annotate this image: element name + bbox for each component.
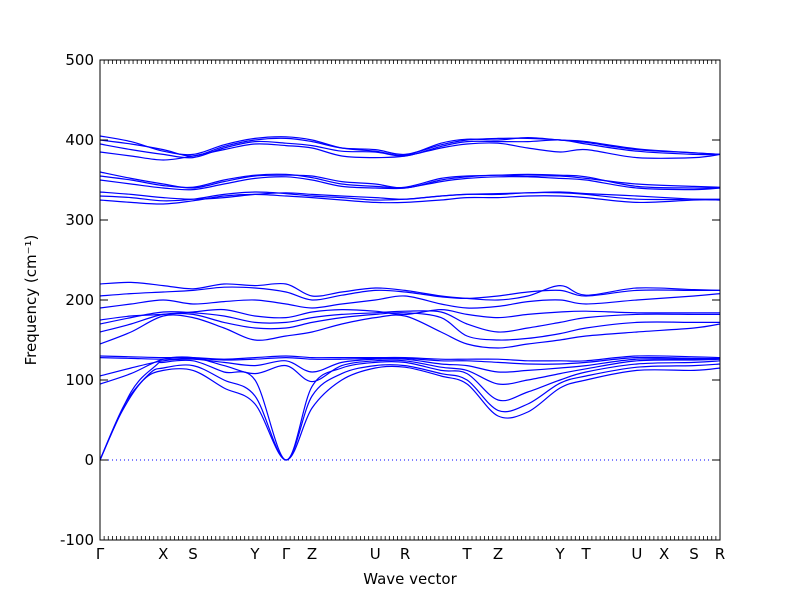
x-axis-title: Wave vector	[363, 570, 457, 588]
series-line-14	[99, 281, 721, 301]
plot-frame	[99, 59, 721, 541]
series-line-24	[99, 135, 721, 157]
x-tick-label: Y	[249, 545, 260, 563]
x-tick-label: T	[580, 545, 591, 563]
series-layer	[99, 135, 721, 461]
y-tick-label: 500	[65, 51, 94, 69]
series-line-13	[99, 286, 720, 301]
x-tick-label: R	[400, 545, 410, 563]
plot-background	[100, 60, 720, 540]
series-line-3	[99, 359, 721, 461]
series-line-10	[99, 310, 720, 333]
x-tick-label: Γ	[282, 545, 291, 563]
y-tick-label: 400	[65, 131, 94, 149]
x-tick-marks	[99, 60, 721, 540]
series-line-1	[99, 365, 721, 461]
x-tick-label: X	[158, 545, 168, 563]
y-ticks: -100 0 100 200 300 400 500	[60, 51, 720, 549]
series-line-12	[99, 293, 721, 309]
x-tick-label: Z	[307, 545, 317, 563]
x-tick-label: R	[715, 545, 725, 563]
x-tick-label: U	[370, 545, 381, 563]
y-tick-label: -100	[60, 531, 94, 549]
x-tick-label: Z	[493, 545, 503, 563]
x-tick-label: S	[188, 545, 198, 563]
x-tick-label: U	[631, 545, 642, 563]
series-line-7	[99, 355, 721, 362]
series-line-8	[99, 314, 721, 349]
series-line-2	[99, 363, 721, 461]
x-tick-label: Γ	[96, 545, 105, 563]
series-line-20	[99, 171, 721, 189]
y-tick-label: 300	[65, 211, 94, 229]
y-tick-label: 100	[65, 371, 94, 389]
y-axis-title: Frequency (cm⁻¹)	[22, 235, 40, 366]
series-line-11	[99, 308, 720, 321]
x-tick-label: X	[659, 545, 669, 563]
x-tick-label: S	[689, 545, 699, 563]
series-line-18	[99, 175, 721, 191]
series-line-19	[99, 173, 721, 189]
y-tick-label: 0	[84, 451, 94, 469]
y-tick-label: 200	[65, 291, 94, 309]
series-line-15	[99, 193, 721, 205]
x-tick-label: T	[461, 545, 472, 563]
series-line-23	[99, 137, 721, 157]
series-line-17	[99, 191, 721, 201]
series-line-6	[99, 356, 721, 365]
x-tick-label: Y	[554, 545, 565, 563]
